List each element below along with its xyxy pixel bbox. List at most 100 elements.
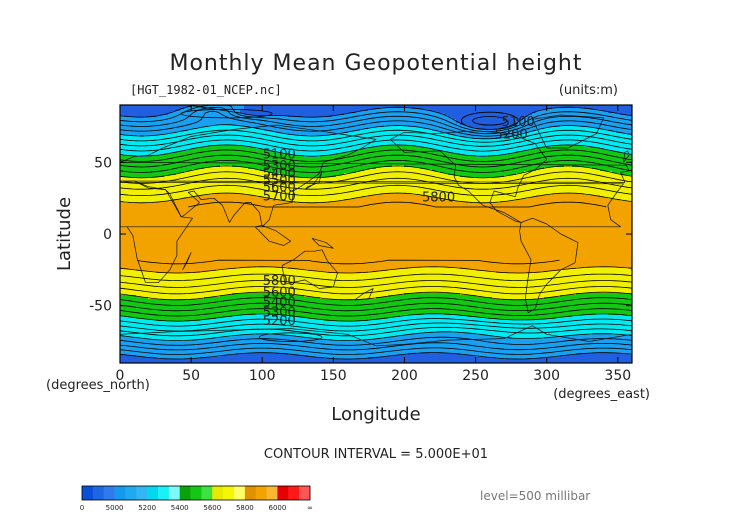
contour-fill-cell (156, 233, 161, 236)
contour-fill-cell (184, 287, 189, 290)
contour-fill-cell (136, 193, 141, 196)
contour-fill-cell (164, 185, 169, 188)
contour-fill-cell (176, 331, 181, 334)
contour-fill-cell (156, 227, 161, 230)
contour-fill-cell (132, 349, 137, 352)
contour-fill-cell (164, 125, 169, 128)
contour-fill-cell (164, 345, 169, 348)
contour-fill-cell (128, 255, 133, 258)
contour-fill-cell (184, 107, 189, 110)
contour-fill-cell (164, 143, 169, 146)
contour-fill-cell (188, 107, 193, 110)
contour-fill-cell (140, 193, 145, 196)
contour-fill-cell (128, 147, 133, 150)
contour-fill-cell (120, 183, 125, 186)
contour-fill-cell (124, 361, 129, 363)
contour-fill-cell (192, 151, 197, 154)
contour-fill-cell (136, 227, 141, 230)
contour-fill-cell (120, 111, 125, 114)
contour-fill-cell (156, 359, 161, 362)
contour-fill-cell (156, 177, 161, 180)
contour-fill-cell (140, 237, 145, 240)
contour-fill-cell (160, 189, 165, 192)
contour-fill-cell (184, 229, 189, 232)
contour-fill-cell (128, 137, 133, 140)
contour-fill-cell (180, 223, 185, 226)
contour-fill-cell (132, 227, 137, 230)
contour-fill-cell (156, 323, 161, 326)
contour-fill-cell (176, 181, 181, 184)
contour-fill-cell (120, 141, 125, 144)
contour-fill-cell (164, 277, 169, 280)
contour-fill-cell (184, 341, 189, 344)
contour-fill-cell (148, 127, 153, 130)
contour-fill-cell (140, 301, 145, 304)
contour-fill-cell (124, 301, 129, 304)
contour-fill-cell (148, 131, 153, 134)
contour-fill-cell (156, 185, 161, 188)
contour-fill-cell (132, 137, 137, 140)
contour-fill-cell (168, 245, 173, 248)
contour-fill-cell (152, 195, 157, 198)
contour-fill-cell (176, 283, 181, 286)
contour-fill-cell (160, 281, 165, 284)
contour-fill-cell (168, 237, 173, 240)
contour-fill-cell (184, 345, 189, 348)
contour-fill-cell (136, 299, 141, 302)
contour-fill-cell (140, 243, 145, 246)
contour-fill-cell (124, 259, 129, 262)
contour-fill-cell (140, 127, 145, 130)
contour-fill-cell (172, 237, 177, 240)
contour-fill-cell (140, 189, 145, 192)
contour-fill-cell (172, 121, 177, 124)
contour-fill-cell (132, 121, 137, 124)
contour-fill-cell (152, 183, 157, 186)
contour-fill-cell (180, 179, 185, 182)
contour-fill-cell (140, 113, 145, 116)
contour-fill-cell (188, 179, 193, 182)
contour-fill-cell (128, 203, 133, 206)
contour-fill-cell (192, 123, 197, 126)
contour-fill-cell (176, 263, 181, 266)
contour-fill-cell (136, 113, 141, 116)
contour-fill-cell (156, 313, 161, 316)
contour-fill-cell (132, 229, 137, 232)
contour-fill-cell (176, 217, 181, 220)
contour-fill-cell (140, 305, 145, 308)
contour-fill-cell (128, 227, 133, 230)
contour-fill-cell (164, 121, 169, 124)
contour-fill-cell (160, 201, 165, 204)
contour-fill-cell (176, 105, 181, 108)
contour-fill-cell (148, 321, 153, 324)
contour-fill-cell (152, 175, 157, 178)
contour-fill-cell (160, 191, 165, 194)
contour-fill-cell (144, 111, 149, 114)
contour-fill-cell (144, 293, 149, 296)
contour-fill-cell (160, 337, 165, 340)
contour-fill-cell (140, 327, 145, 330)
contour-fill-cell (184, 193, 189, 196)
contour-fill-cell (172, 331, 177, 334)
contour-fill-cell (120, 133, 125, 136)
contour-fill-cell (132, 211, 137, 214)
contour-fill-cell (164, 167, 169, 170)
contour-fill-cell (120, 153, 125, 156)
contour-fill-cell (152, 187, 157, 190)
contour-fill-cell (152, 293, 157, 296)
contour-fill-cell (164, 337, 169, 340)
contour-fill-cell (192, 161, 197, 164)
contour-fill-cell (176, 163, 181, 166)
contour-fill-cell (132, 149, 137, 152)
contour-fill-cell (156, 269, 161, 272)
contour-fill-cell (120, 337, 125, 340)
contour-fill-cell (128, 271, 133, 274)
contour-fill-cell (152, 147, 157, 150)
contour-fill-cell (128, 231, 133, 234)
contour-fill-cell (136, 335, 141, 338)
contour-fill-cell (180, 193, 185, 196)
contour-fill-cell (140, 223, 145, 226)
contour-fill-cell (148, 243, 153, 246)
contour-fill-cell (172, 241, 177, 244)
contour-fill-cell (144, 215, 149, 218)
contour-fill-cell (148, 247, 153, 250)
